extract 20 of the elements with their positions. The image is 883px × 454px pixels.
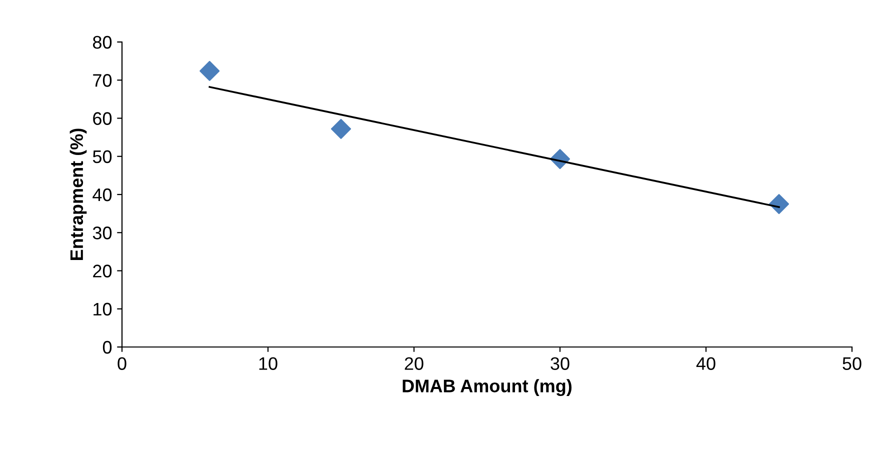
y-tick-label: 70 xyxy=(93,74,112,87)
x-tick-label: 0 xyxy=(118,357,126,370)
x-tick-label: 50 xyxy=(842,357,862,370)
y-tick-label: 40 xyxy=(92,188,112,202)
y-tick-label: 20 xyxy=(93,264,112,278)
x-tick-label: 10 xyxy=(259,357,278,370)
x-tick-label: 30 xyxy=(550,357,570,370)
x-tick-label: 20 xyxy=(404,357,424,370)
y-tick-label: 30 xyxy=(92,226,112,240)
y-tick-label: 0 xyxy=(102,340,112,354)
x-tick-label: 40 xyxy=(696,357,716,370)
y-axis-title: Entrapment (%) xyxy=(70,128,87,260)
y-tick-label: 80 xyxy=(92,36,112,49)
point xyxy=(330,118,352,139)
x-axis-title: DMAB Amount (mg) xyxy=(402,379,572,396)
point xyxy=(200,60,220,81)
y-tick-label: 10 xyxy=(94,302,112,316)
point xyxy=(768,194,790,214)
y-tick-label: 60 xyxy=(93,112,112,125)
y-tick-label: 50 xyxy=(92,150,112,164)
